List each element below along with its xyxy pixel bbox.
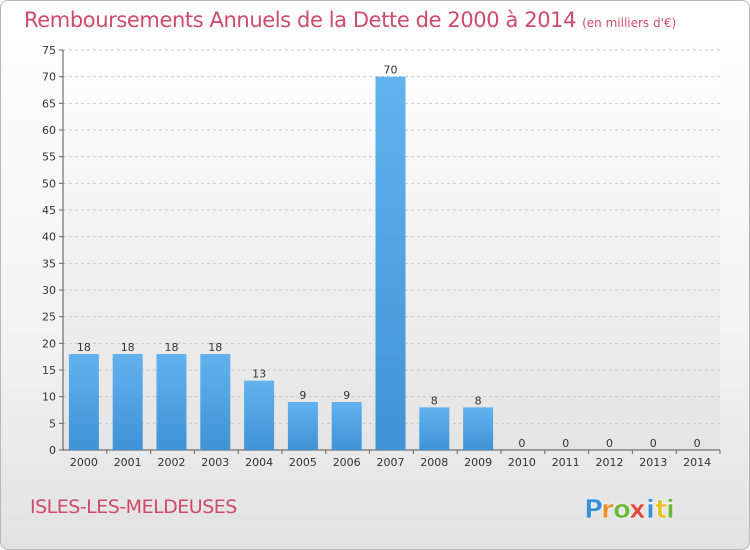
x-tick-label-2009: 2009 (464, 456, 492, 469)
data-label-2003: 18 (208, 341, 222, 354)
logo-letter: P (584, 495, 603, 525)
logo-letter: i (666, 495, 675, 525)
data-label-2006: 9 (343, 389, 350, 402)
bar-2004 (244, 380, 275, 450)
x-tick-label-2012: 2012 (596, 456, 624, 469)
bar-2006 (331, 402, 362, 450)
x-tick-label-2003: 2003 (201, 456, 229, 469)
data-label-2012: 0 (606, 437, 613, 450)
data-label-2009: 8 (475, 394, 482, 407)
y-tick-label: 40 (42, 231, 56, 244)
logo-letter: r (601, 495, 614, 525)
commune-name: ISLES-LES-MELDEUSES (30, 496, 237, 518)
data-label-2008: 8 (431, 394, 438, 407)
data-label-2001: 18 (121, 341, 135, 354)
y-tick-label: 10 (42, 391, 56, 404)
data-label-2005: 9 (299, 389, 306, 402)
logo-letter: i (646, 495, 655, 525)
data-label-2007: 70 (384, 64, 398, 77)
x-tick-label-2007: 2007 (377, 456, 405, 469)
bar-2003 (200, 354, 231, 450)
x-tick-label-2005: 2005 (289, 456, 317, 469)
y-tick-label: 45 (42, 204, 56, 217)
x-tick-label-2013: 2013 (639, 456, 667, 469)
y-tick-label: 5 (49, 417, 56, 430)
data-label-2000: 18 (77, 341, 91, 354)
y-tick-label: 55 (42, 151, 56, 164)
x-tick-label-2014: 2014 (683, 456, 711, 469)
x-tick-label-2004: 2004 (245, 456, 273, 469)
data-label-2011: 0 (562, 437, 569, 450)
x-tick-label-2010: 2010 (508, 456, 536, 469)
logo-letter: t (655, 495, 667, 525)
bar-2000 (68, 354, 99, 450)
y-tick-label: 35 (42, 257, 56, 270)
y-tick-label: 25 (42, 311, 56, 324)
x-tick-label-2001: 2001 (114, 456, 142, 469)
x-tick-label-2006: 2006 (333, 456, 361, 469)
y-tick-label: 20 (42, 337, 56, 350)
bar-2001 (112, 354, 143, 450)
bar-2009 (463, 407, 494, 450)
y-tick-label: 70 (42, 71, 56, 84)
bar-2002 (156, 354, 187, 450)
data-label-2010: 0 (518, 437, 525, 450)
bar-2008 (419, 407, 450, 450)
chart-title: Remboursements Annuels de la Dette de 20… (24, 8, 676, 32)
data-label-2013: 0 (650, 437, 657, 450)
logo-letter: o (613, 495, 631, 525)
data-label-2004: 13 (252, 368, 266, 381)
bar-2007 (375, 76, 406, 451)
y-tick-label: 0 (49, 444, 56, 457)
y-tick-label: 30 (42, 284, 56, 297)
x-tick-label-2008: 2008 (420, 456, 448, 469)
x-tick-label-2002: 2002 (158, 456, 186, 469)
y-tick-label: 15 (42, 364, 56, 377)
y-tick-label: 50 (42, 177, 56, 190)
bar-2005 (287, 402, 318, 450)
data-label-2014: 0 (694, 437, 701, 450)
x-tick-label-2000: 2000 (70, 456, 98, 469)
chart-subtitle: (en milliers d'€) (582, 16, 677, 30)
data-label-2002: 18 (165, 341, 179, 354)
logo-letter: x (629, 495, 646, 525)
chart-title-text: Remboursements Annuels de la Dette de 20… (24, 8, 577, 32)
y-tick-label: 60 (42, 124, 56, 137)
y-tick-label: 65 (42, 97, 56, 110)
x-tick-label-2011: 2011 (552, 456, 580, 469)
y-tick-label: 75 (42, 44, 56, 57)
